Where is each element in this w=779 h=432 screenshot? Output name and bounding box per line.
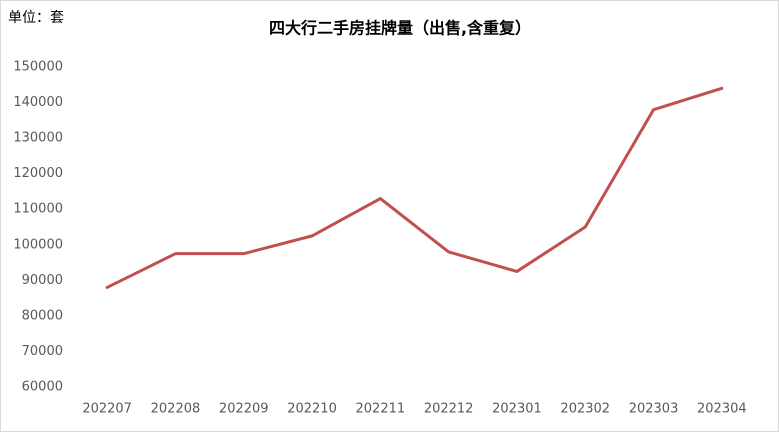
data-line [105,86,724,289]
x-tick-label: 202210 [287,402,337,417]
y-tick-label: 70000 [22,344,63,359]
y-tick-label: 150000 [13,60,63,75]
x-tick-label: 202304 [697,402,747,417]
chart-title: 四大行二手房挂牌量（出售,含重复） [269,19,531,38]
y-tick-label: 90000 [22,273,63,288]
y-tick-label: 80000 [22,308,63,323]
x-tick-label: 202211 [356,402,406,417]
y-tick-label: 120000 [13,166,63,181]
x-tick-label: 202212 [424,402,474,417]
y-tick-label: 130000 [13,131,63,146]
y-tick-label: 60000 [22,380,63,395]
unit-label: 单位：套 [8,10,64,26]
x-tick-label: 202302 [560,402,610,417]
x-tick-label: 202301 [492,402,542,417]
x-tick-label: 202208 [151,402,201,417]
y-tick-label: 110000 [13,202,63,217]
x-tick-label: 202207 [82,402,132,417]
x-tick-label: 202303 [629,402,679,417]
y-tick-label: 140000 [13,95,63,110]
x-tick-label: 202209 [219,402,269,417]
y-tick-label: 100000 [13,237,63,252]
